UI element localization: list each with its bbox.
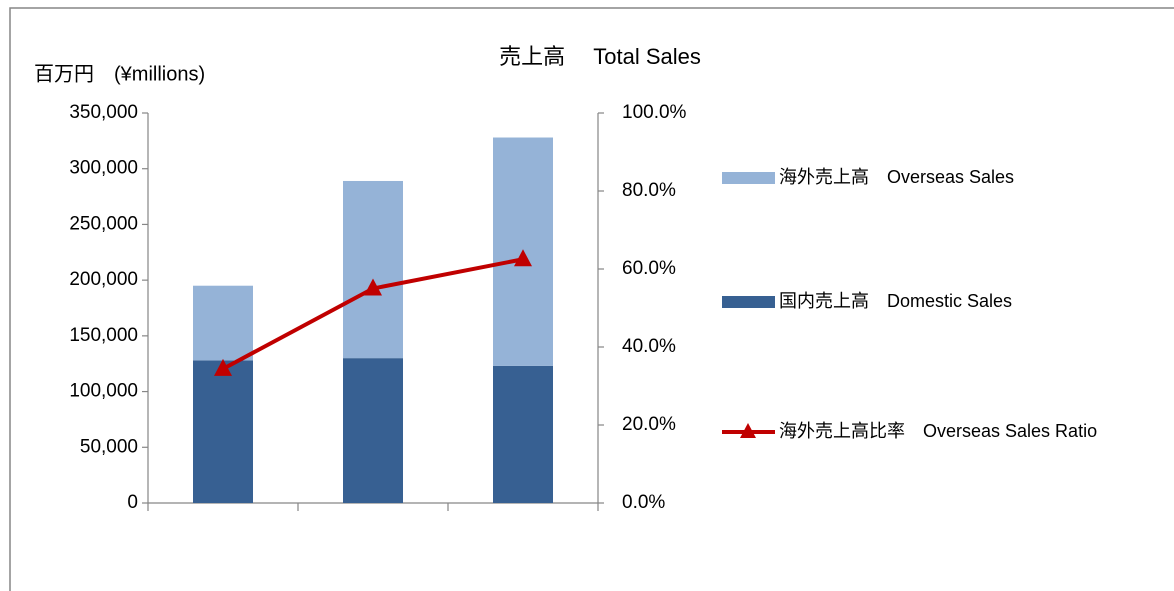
bar (493, 365, 553, 503)
y-tick-label: 200,000 (69, 269, 138, 290)
y-tick-label: 0 (127, 492, 138, 513)
legend-swatch (722, 296, 775, 308)
bar (343, 358, 403, 503)
y-tick-label: 100,000 (69, 381, 138, 402)
line-marker (214, 358, 232, 376)
legend-swatch (722, 172, 775, 184)
y-axis-label: 百万円 (¥millions) (34, 63, 205, 85)
y-tick-label: 150,000 (69, 325, 138, 346)
chart-title: 売上高 Total Sales (499, 44, 701, 69)
y-tick-label: 50,000 (80, 436, 138, 457)
bar (193, 360, 253, 503)
bar (343, 180, 403, 359)
legend-label: 海外売上高 Overseas Sales (779, 167, 1014, 187)
y-tick-label: 300,000 (69, 158, 138, 179)
y2-tick-label: 100.0% (622, 102, 687, 123)
legend-marker (740, 423, 756, 438)
y2-tick-label: 80.0% (622, 180, 676, 201)
y2-tick-label: 60.0% (622, 258, 676, 279)
line-marker (364, 278, 382, 296)
y-tick-label: 350,000 (69, 102, 138, 123)
legend-label: 海外売上高比率 Overseas Sales Ratio (779, 421, 1097, 441)
y2-tick-label: 20.0% (622, 414, 676, 435)
y2-tick-label: 0.0% (622, 492, 665, 513)
legend-label: 国内売上高 Domestic Sales (779, 291, 1012, 311)
y-tick-label: 250,000 (69, 213, 138, 234)
bar (193, 285, 253, 361)
line-marker (514, 249, 532, 267)
chart-border (9, 7, 1174, 591)
y2-tick-label: 40.0% (622, 336, 676, 357)
